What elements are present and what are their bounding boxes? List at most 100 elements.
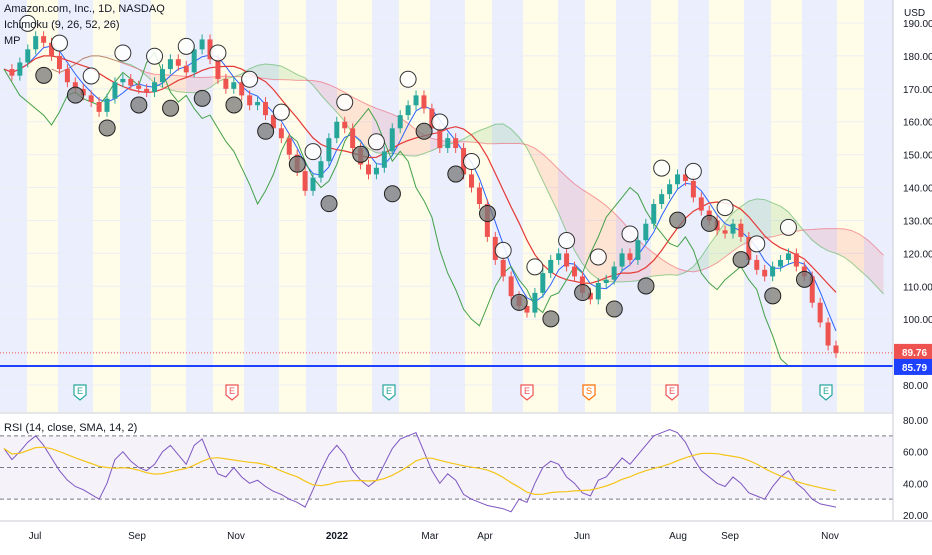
candle-body: [342, 121, 348, 129]
event-marker-shape: [665, 384, 679, 401]
candle-body: [88, 95, 94, 102]
session-band: [837, 0, 864, 412]
price-tick-label: 150.00: [903, 151, 932, 162]
price-tick-label: 120.00: [903, 249, 932, 260]
mp-low-marker: [98, 119, 116, 137]
cloud-segment: [511, 129, 520, 144]
candle-body: [41, 36, 47, 43]
cloud-segment: [772, 202, 781, 237]
candle-body: [33, 36, 39, 50]
mp-high-marker: [399, 70, 417, 88]
mp-high-marker: [82, 67, 100, 85]
candle-body: [397, 115, 403, 129]
mp-high-marker: [653, 159, 671, 177]
last-price-label: 89.76: [902, 348, 927, 359]
leading-span-a: [51, 55, 884, 295]
time-tick-label: Mar: [421, 531, 439, 542]
candle-body: [152, 82, 158, 93]
cloud-segment: [582, 189, 591, 274]
candle-body: [136, 85, 142, 89]
support-level-label: 85.79: [902, 363, 927, 374]
mp-high-marker: [50, 34, 68, 52]
cloud-segment: [503, 123, 512, 144]
event-marker-label: E: [823, 386, 829, 396]
candle-body: [611, 266, 617, 280]
candle-body: [56, 55, 62, 70]
mp-low-marker: [162, 99, 180, 117]
session-band: [279, 0, 306, 412]
candle-body: [310, 177, 316, 191]
candle-body: [500, 259, 506, 277]
candle-body: [698, 197, 704, 211]
leading-span-b: [51, 55, 884, 273]
cloud-segment: [558, 169, 567, 233]
rsi-legend[interactable]: RSI (14, close, SMA, 14, 2): [4, 422, 138, 434]
rsi-pane: [0, 412, 932, 513]
candle-body: [302, 171, 308, 191]
candle-body: [587, 292, 593, 300]
mp-high-marker: [336, 93, 354, 111]
mp-low-marker: [66, 86, 84, 104]
candle-body: [785, 253, 791, 260]
time-tick-label: Sep: [128, 531, 146, 542]
time-tick-label: Aug: [669, 531, 687, 542]
price-tick-label: 140.00: [903, 184, 932, 195]
mp-high-marker: [241, 70, 259, 88]
mp-low-marker: [637, 277, 655, 295]
candle-body: [675, 174, 681, 185]
candle-body: [405, 105, 411, 116]
mp-low-marker: [764, 287, 782, 305]
mp-low-marker: [352, 145, 370, 163]
candle-body: [239, 82, 245, 96]
rsi-tick-label: 40.00: [903, 479, 928, 490]
session-band: [558, 0, 585, 412]
time-tick-label: Jul: [29, 531, 42, 542]
event-marker-shape: [819, 384, 833, 401]
candle-body: [215, 59, 221, 79]
price-tick-label: 170.00: [903, 85, 932, 96]
event-marker-label: S: [586, 386, 592, 396]
cloud-segment: [257, 63, 266, 79]
candle-body: [365, 164, 371, 175]
session-band: [120, 0, 151, 412]
mp-high-marker: [621, 225, 639, 243]
candle-body: [64, 69, 70, 83]
mp-low-marker: [795, 270, 813, 288]
cloud-segment: [487, 124, 496, 144]
time-tick-label: Jun: [574, 531, 590, 542]
mp-high-marker: [526, 258, 544, 276]
tenkan-line: [3, 45, 837, 332]
candle-body: [159, 69, 165, 83]
rsi-tick-label: 20.00: [903, 511, 928, 522]
mp-low-marker: [447, 165, 465, 183]
candle-body: [651, 204, 657, 224]
ichimoku-legend[interactable]: Ichimoku (9, 26, 52, 26): [4, 19, 120, 31]
mp-low-marker: [605, 300, 623, 318]
cloud-segment: [606, 205, 615, 282]
event-marker-label: E: [524, 386, 530, 396]
mp-legend[interactable]: MP: [4, 35, 21, 47]
symbol-legend[interactable]: Amazon.com, Inc., 1D, NASDAQ: [4, 3, 165, 15]
mp-high-marker: [177, 37, 195, 55]
candle-body: [421, 95, 427, 109]
candle-body: [104, 98, 110, 112]
mp-low-marker: [257, 122, 275, 140]
candle-body: [619, 253, 625, 267]
cloud-segment: [566, 176, 575, 251]
cloud-segment: [812, 228, 821, 247]
cloud-segment: [202, 77, 211, 92]
cloud-segment: [598, 199, 607, 282]
mp-low-marker: [193, 89, 211, 107]
mp-high-marker: [114, 44, 132, 62]
candle-body: [445, 138, 451, 149]
session-band: [616, 0, 651, 412]
candle-body: [508, 276, 514, 297]
candle-body: [627, 253, 633, 260]
candle-body: [429, 108, 435, 129]
cloud-segment: [661, 259, 670, 276]
price-axis-bg: [893, 0, 932, 550]
